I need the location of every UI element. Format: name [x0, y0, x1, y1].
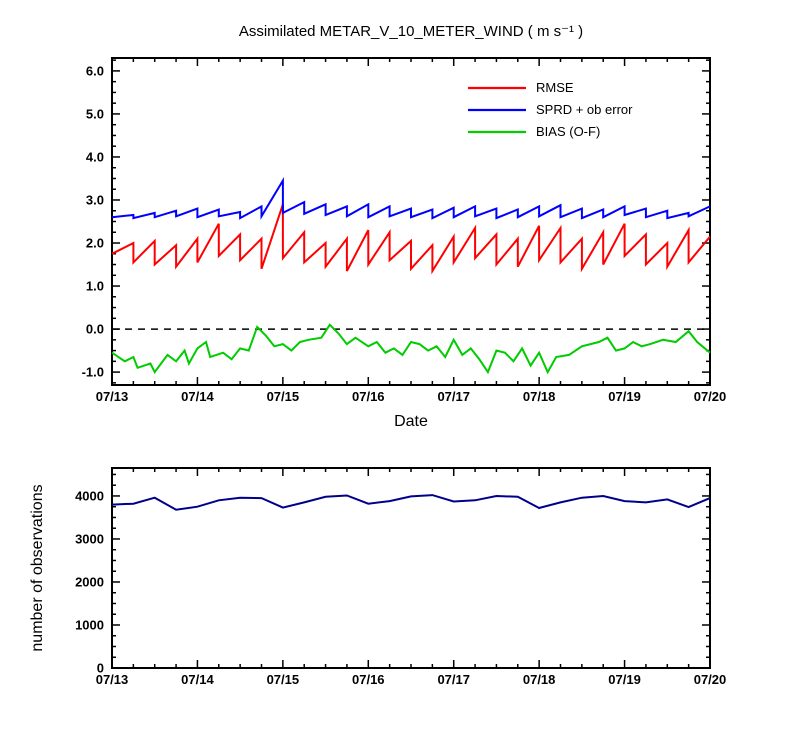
series-line-bias-o-f: [111, 323, 711, 375]
x-tick-label: 07/17: [437, 389, 470, 404]
y-tick-label: 0.0: [86, 322, 104, 337]
y-tick-label: 0: [97, 661, 104, 676]
x-tick-label: 07/18: [523, 672, 556, 687]
legend-label-rmse: RMSE: [536, 80, 574, 95]
y-axis-label-observations: number of observations: [29, 484, 46, 651]
x-tick-label: 07/14: [181, 672, 214, 687]
y-tick-label: 1000: [75, 617, 104, 632]
x-tick-label: 07/17: [437, 672, 470, 687]
series-line-rmse: [111, 203, 711, 275]
x-tick-label: 07/18: [523, 389, 556, 404]
chart-title: Assimilated METAR_V_10_METER_WIND ( m s⁻…: [239, 23, 583, 40]
legend: RMSE SPRD + ob error BIAS (O-F): [468, 80, 633, 139]
x-tick-label: 07/20: [694, 672, 727, 687]
series-line-sprd-ob-error: [111, 176, 711, 220]
x-tick-label: 07/13: [96, 672, 129, 687]
y-tick-label: 4000: [75, 488, 104, 503]
stats-chart: 07/13 07/14 07/15 07/16 07/17 07/18 07/19 07/20…: [82, 57, 727, 404]
x-tick-label: 07/13: [96, 389, 129, 404]
y-tick-label: 5.0: [86, 106, 104, 121]
x-tick-label: 07/15: [267, 672, 300, 687]
obs-count-chart: 07/13 07/14 07/15 07/16 07/17 07/18 07/19 07/20…: [75, 467, 727, 687]
x-tick-label: 07/16: [352, 672, 385, 687]
y-tick-label: 2000: [75, 574, 104, 589]
series-line-number-of-observations: [111, 494, 711, 511]
plot-box: [111, 467, 711, 669]
legend-label-bias: BIAS (O-F): [536, 124, 600, 139]
x-tick-label: 07/20: [694, 389, 727, 404]
y-tick-label: 4.0: [86, 149, 104, 164]
x-tick-label: 07/15: [267, 389, 300, 404]
x-tick-label: 07/16: [352, 389, 385, 404]
x-axis-label: Date: [394, 413, 428, 430]
y-tick-label: 3000: [75, 531, 104, 546]
x-tick-label: 07/19: [608, 672, 641, 687]
y-tick-label: 3.0: [86, 192, 104, 207]
y-tick-label: 2.0: [86, 236, 104, 251]
x-tick-label: 07/19: [608, 389, 641, 404]
legend-label-sprd: SPRD + ob error: [536, 102, 633, 117]
x-tick-label: 07/14: [181, 389, 214, 404]
y-tick-label: -1.0: [82, 365, 104, 380]
y-tick-label: 1.0: [86, 279, 104, 294]
y-tick-label: 6.0: [86, 63, 104, 78]
